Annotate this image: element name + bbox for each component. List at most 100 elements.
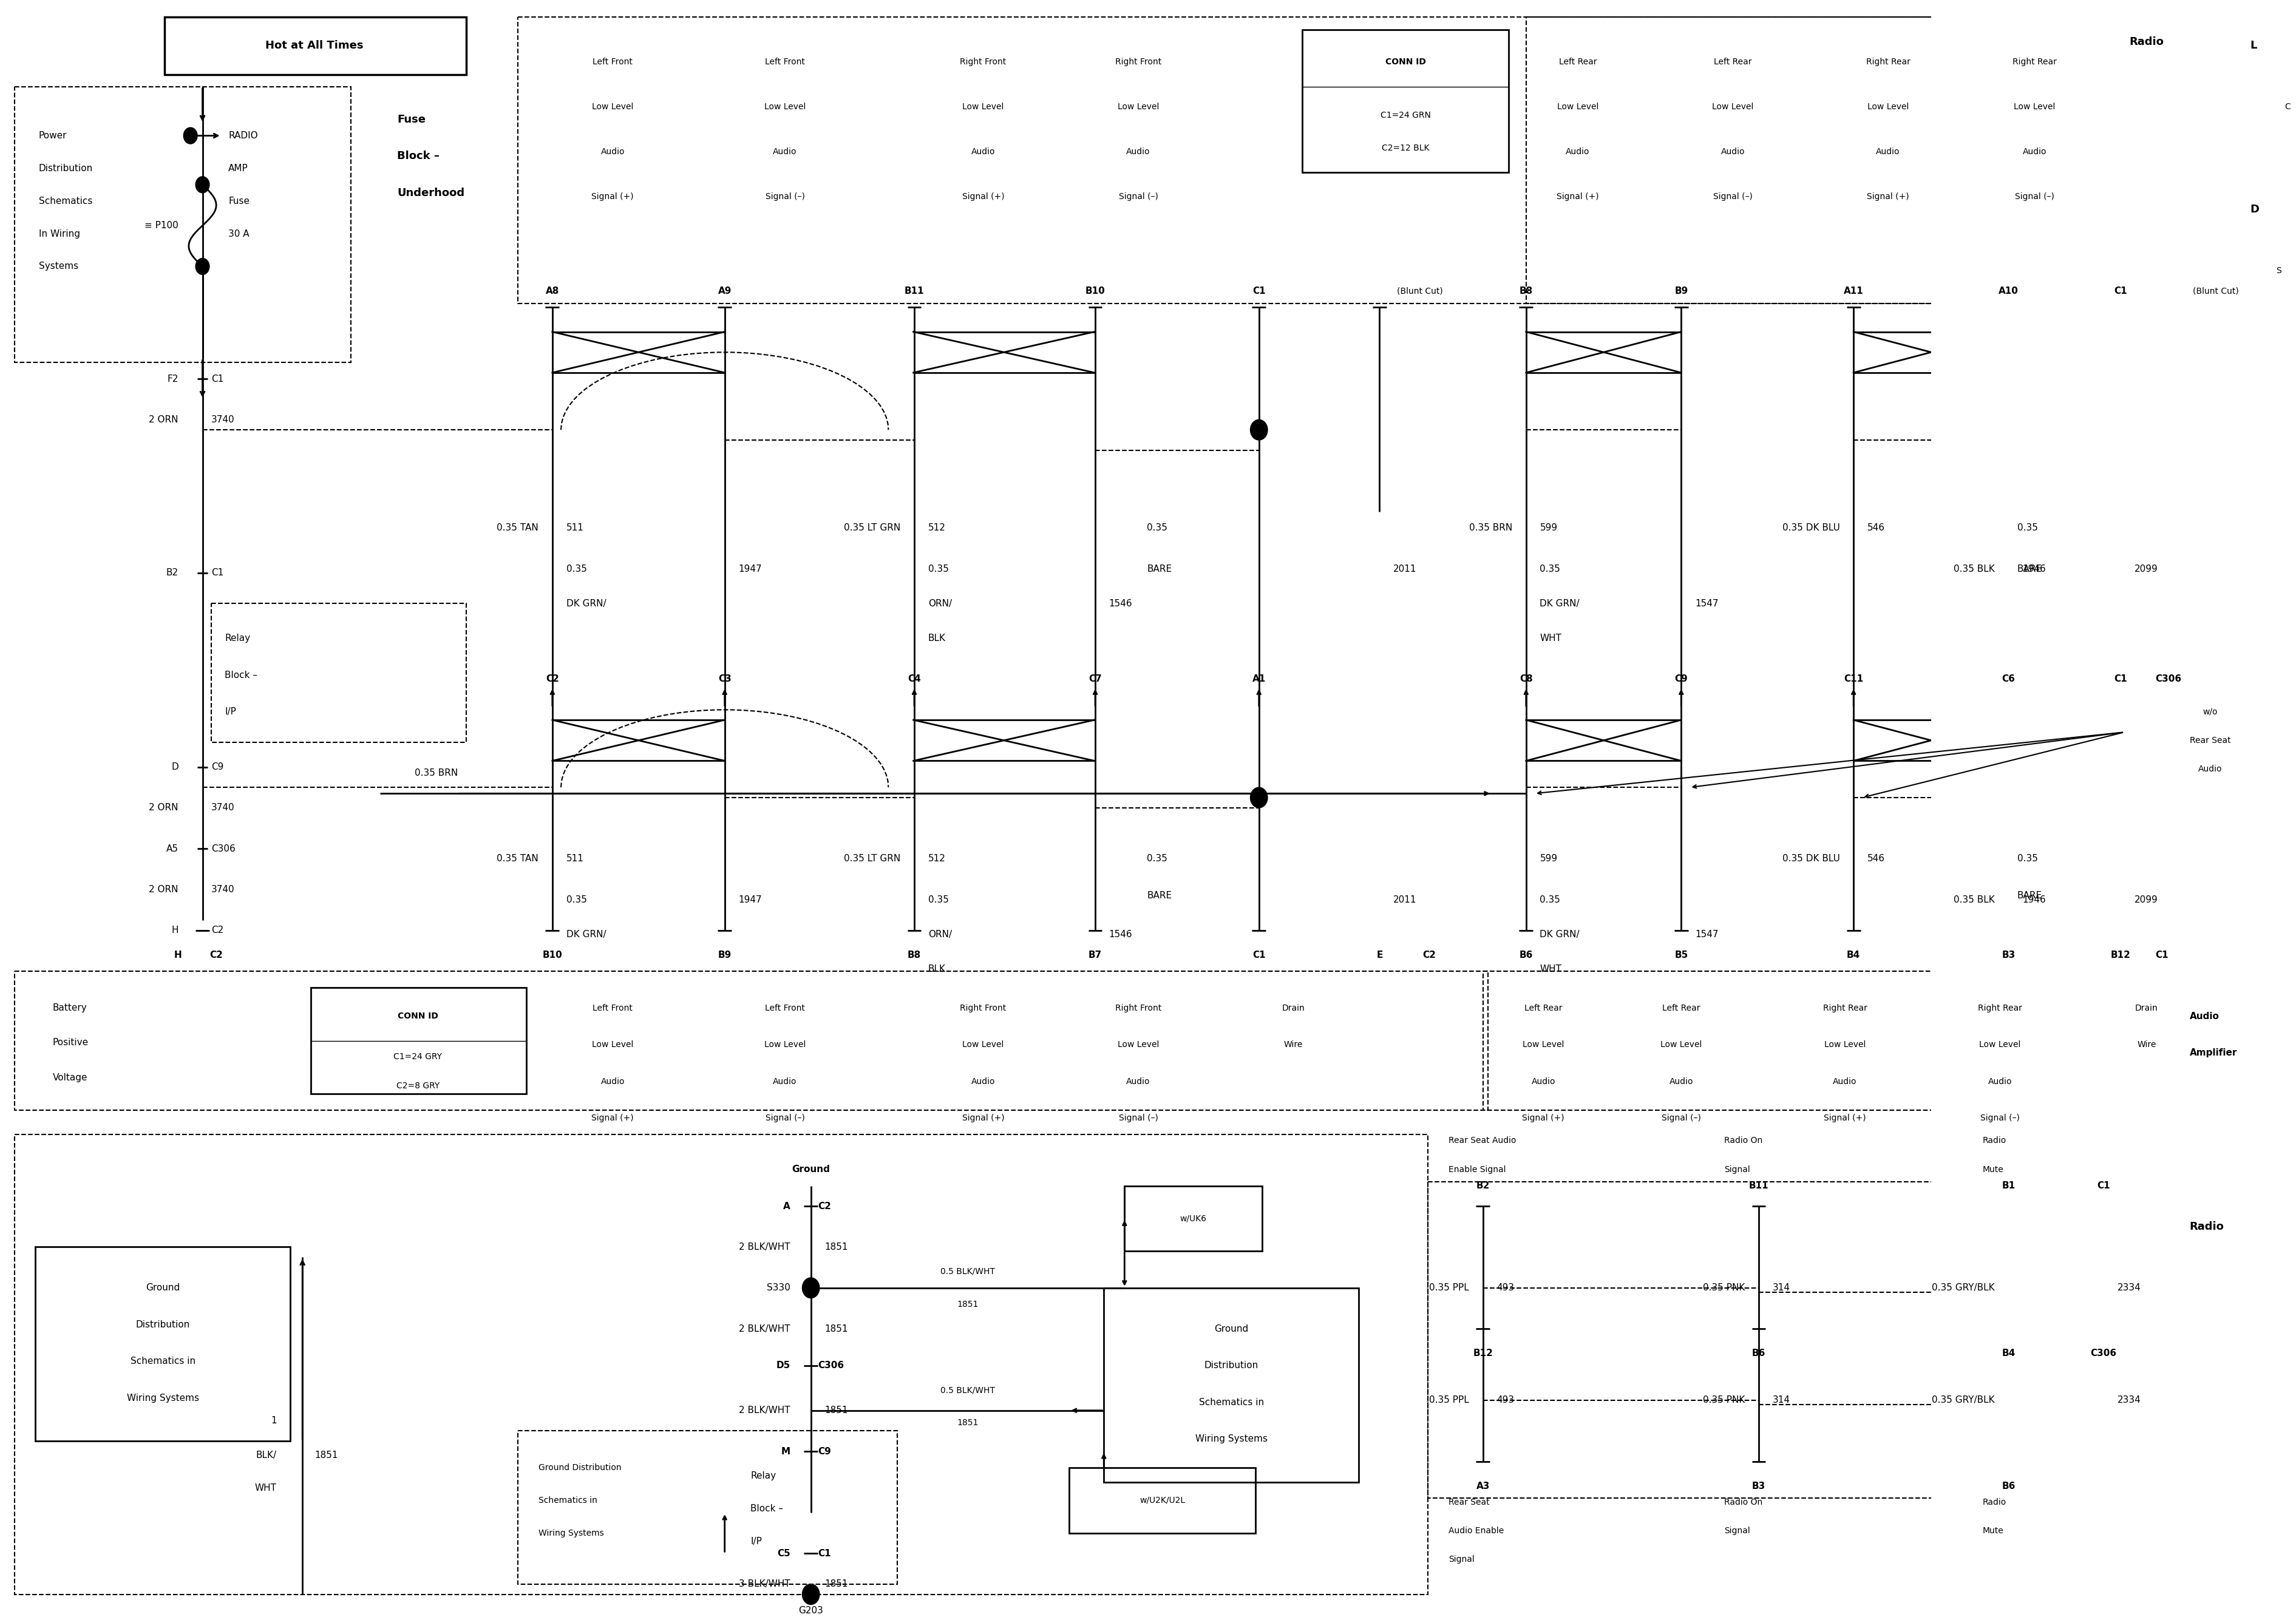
- Text: RADIO: RADIO: [227, 131, 257, 141]
- Text: 2011: 2011: [1394, 564, 1417, 574]
- Text: C3: C3: [719, 674, 732, 684]
- Text: Left Rear: Left Rear: [1713, 58, 1752, 66]
- Text: F2: F2: [168, 374, 179, 383]
- Text: AMP: AMP: [227, 163, 248, 173]
- Text: 2 ORN: 2 ORN: [149, 804, 179, 812]
- Text: C1: C1: [1251, 951, 1265, 959]
- Text: C2: C2: [1424, 951, 1435, 959]
- Text: Mute: Mute: [1984, 1526, 2004, 1535]
- Text: Audio: Audio: [1127, 1077, 1150, 1085]
- Text: Right Front: Right Front: [960, 1004, 1006, 1012]
- Text: Drain: Drain: [1281, 1004, 1304, 1012]
- Text: S330: S330: [767, 1284, 790, 1292]
- Text: C1: C1: [1251, 286, 1265, 296]
- Text: 3 BLK/WHT: 3 BLK/WHT: [739, 1580, 790, 1588]
- Text: 0.35: 0.35: [928, 564, 948, 574]
- Text: BLK: BLK: [928, 965, 946, 973]
- Text: A11: A11: [1844, 286, 1864, 296]
- Text: B12: B12: [1474, 1349, 1492, 1358]
- Text: 1851: 1851: [315, 1450, 338, 1460]
- Text: 0.35 GRY/BLK: 0.35 GRY/BLK: [1931, 1395, 1995, 1405]
- Text: Signal (–): Signal (–): [765, 192, 804, 201]
- Text: Audio: Audio: [774, 1077, 797, 1085]
- Text: ≡ P100: ≡ P100: [145, 222, 179, 230]
- Text: 2334: 2334: [2117, 1284, 2140, 1292]
- Text: B12: B12: [2110, 951, 2131, 959]
- Text: 2334: 2334: [2117, 1395, 2140, 1405]
- Circle shape: [2112, 399, 2128, 420]
- Text: 0.35 GRY/BLK: 0.35 GRY/BLK: [1931, 1284, 1995, 1292]
- Text: 3740: 3740: [211, 804, 234, 812]
- Text: Signal (–): Signal (–): [1118, 1114, 1157, 1122]
- Text: Ground: Ground: [1215, 1324, 1249, 1334]
- Text: B5: B5: [1674, 951, 1688, 959]
- Text: M: M: [781, 1447, 790, 1455]
- Text: C4: C4: [907, 674, 921, 684]
- Text: C2: C2: [817, 1201, 831, 1211]
- Text: B2: B2: [165, 568, 179, 577]
- Text: B10: B10: [1086, 286, 1104, 296]
- Text: 1: 1: [271, 1416, 276, 1425]
- Text: A1: A1: [1251, 674, 1265, 684]
- Text: 0.35: 0.35: [1148, 854, 1166, 863]
- Text: 546: 546: [1867, 854, 1885, 863]
- Text: Signal (+): Signal (+): [1867, 192, 1910, 201]
- Bar: [2232, 18, 2296, 150]
- Text: C1: C1: [2115, 286, 2126, 296]
- Text: Signal (+): Signal (+): [1823, 1114, 1867, 1122]
- Text: C1: C1: [2156, 951, 2167, 959]
- Text: 1546: 1546: [1109, 930, 1132, 939]
- Text: Right Rear: Right Rear: [2011, 58, 2057, 66]
- Text: DK GRN/: DK GRN/: [567, 598, 606, 608]
- Text: Left Rear: Left Rear: [1662, 1004, 1699, 1012]
- Text: Left Rear: Left Rear: [1525, 1004, 1561, 1012]
- Bar: [165, 18, 466, 74]
- Text: Fuse: Fuse: [397, 113, 425, 125]
- Text: Right Rear: Right Rear: [1867, 58, 1910, 66]
- Text: 2 BLK/WHT: 2 BLK/WHT: [739, 1405, 790, 1415]
- Text: Drain: Drain: [2135, 1004, 2158, 1012]
- Text: D: D: [2250, 204, 2259, 215]
- Text: B6: B6: [2002, 1481, 2016, 1491]
- Text: B11: B11: [1750, 1180, 1768, 1190]
- Text: C306: C306: [2156, 674, 2181, 684]
- Text: Audio: Audio: [1127, 147, 1150, 157]
- Text: BARE: BARE: [1148, 891, 1171, 901]
- Text: Signal (+): Signal (+): [1557, 192, 1598, 201]
- Text: BARE: BARE: [2018, 564, 2041, 574]
- Text: Relay: Relay: [225, 634, 250, 644]
- Text: D5: D5: [776, 1362, 790, 1370]
- Circle shape: [184, 128, 197, 144]
- Text: 314: 314: [1773, 1284, 1791, 1292]
- Text: (Blunt Cut): (Blunt Cut): [2193, 286, 2239, 296]
- Text: 512: 512: [928, 524, 946, 532]
- Text: 493: 493: [1497, 1284, 1515, 1292]
- Text: 512: 512: [928, 854, 946, 863]
- Text: 0.35: 0.35: [1541, 896, 1561, 904]
- Text: Amplifier: Amplifier: [2190, 1048, 2236, 1058]
- Text: 1851: 1851: [824, 1242, 847, 1252]
- Bar: [2124, 674, 2296, 797]
- Text: C1=24 GRN: C1=24 GRN: [1380, 112, 1430, 120]
- Text: DK GRN/: DK GRN/: [1541, 598, 1580, 608]
- Text: Low Level: Low Level: [2014, 103, 2055, 112]
- Text: Hot at All Times: Hot at All Times: [266, 40, 363, 52]
- Text: Low Level: Low Level: [1823, 1040, 1867, 1049]
- Text: 0.35 BLK: 0.35 BLK: [1954, 564, 1995, 574]
- Text: Wire: Wire: [2138, 1040, 2156, 1049]
- Text: B11: B11: [905, 286, 925, 296]
- Text: 0.35 PPL: 0.35 PPL: [1430, 1395, 1469, 1405]
- Bar: [1125, 1185, 1263, 1252]
- Text: 599: 599: [1541, 524, 1557, 532]
- Text: 2011: 2011: [1394, 896, 1417, 904]
- Text: Audio: Audio: [2023, 147, 2046, 157]
- Text: Ground: Ground: [792, 1164, 829, 1174]
- Text: Low Level: Low Level: [592, 1040, 634, 1049]
- Text: Low Level: Low Level: [1867, 103, 1908, 112]
- Text: Radio On: Radio On: [1724, 1137, 1763, 1145]
- Bar: [1104, 1287, 1359, 1481]
- Text: 1947: 1947: [739, 564, 762, 574]
- Text: B1: B1: [2002, 1180, 2016, 1190]
- Text: 314: 314: [1773, 1395, 1791, 1405]
- Text: 1851: 1851: [824, 1405, 847, 1415]
